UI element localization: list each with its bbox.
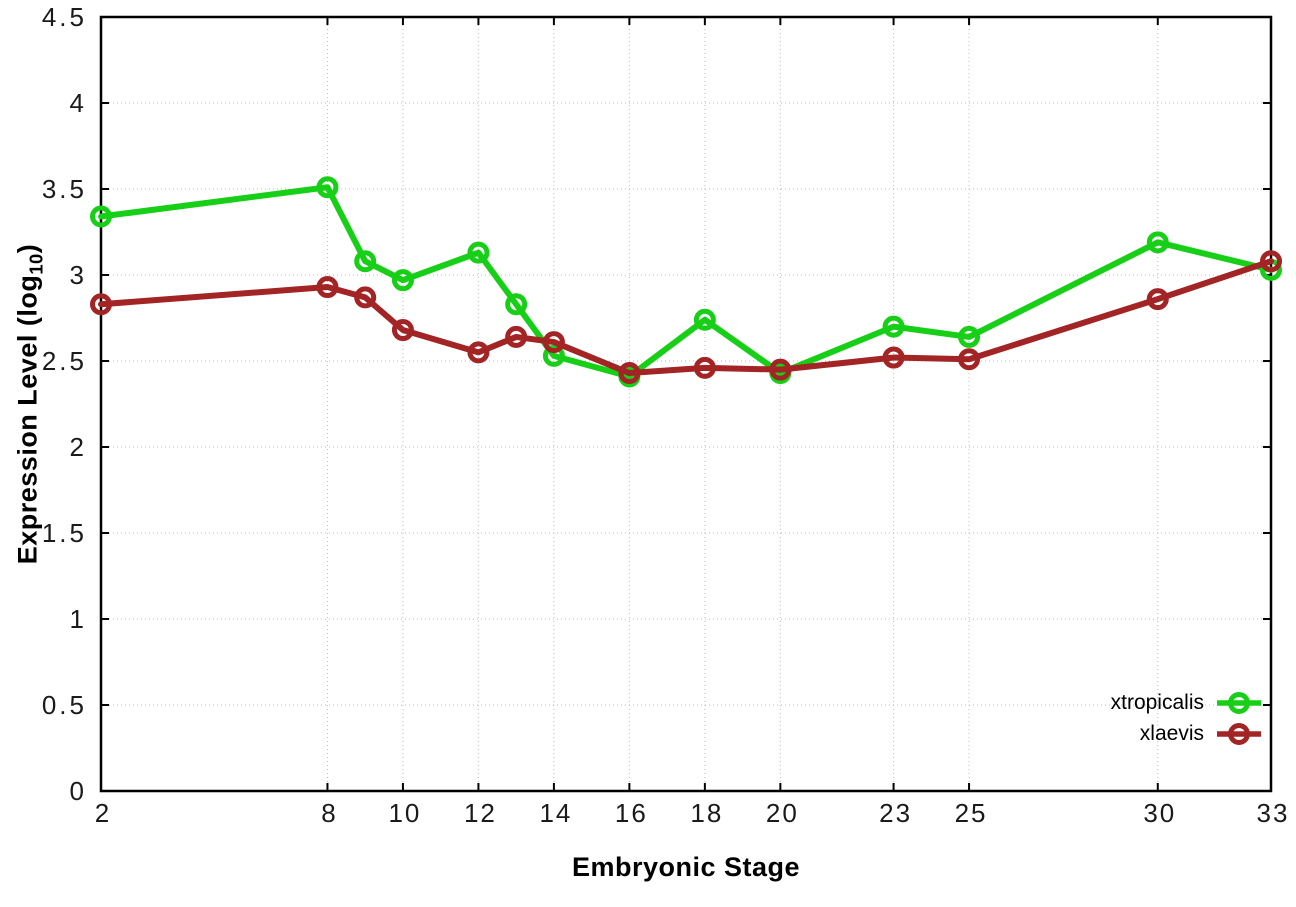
data-point-xtropicalis [1146, 231, 1169, 254]
data-point-xtropicalis [391, 269, 414, 292]
data-point-xtropicalis [90, 205, 112, 228]
data-point-xlaevis [958, 348, 981, 371]
y-axis-title-close: ) [12, 243, 43, 254]
x-tick-label: 18 [690, 798, 723, 828]
data-point-xtropicalis [882, 315, 905, 338]
x-tick-label: 14 [539, 798, 572, 828]
x-tick-label: 12 [464, 798, 497, 828]
data-point-xlaevis [505, 325, 528, 348]
y-tick-label: 0 [70, 776, 87, 806]
y-tick-label: 2.5 [42, 346, 87, 376]
data-point-xtropicalis [467, 241, 490, 264]
data-point-xtropicalis [316, 176, 339, 199]
x-tick-label: 33 [1257, 798, 1290, 828]
y-tick-label: 2 [70, 432, 87, 462]
y-tick-label: 0.5 [42, 690, 87, 720]
data-point-xlaevis [542, 331, 565, 354]
x-tick-label: 16 [615, 798, 648, 828]
x-axis-title: Embryonic Stage [571, 852, 801, 882]
y-tick-label: 4.5 [42, 2, 87, 32]
x-tick-label: 30 [1143, 798, 1176, 828]
data-point-xlaevis [1146, 288, 1169, 311]
x-tick-label: 23 [879, 798, 912, 828]
legend-item-xlaevis: xlaevis [1111, 719, 1262, 748]
line-circle-marker-icon [1217, 691, 1261, 714]
data-point-xtropicalis [542, 344, 565, 367]
y-tick-label: 3.5 [42, 174, 87, 204]
data-point-xtropicalis [693, 308, 716, 331]
data-point-xlaevis [1260, 250, 1282, 273]
data-point-xtropicalis [958, 325, 981, 348]
legend-label-xtropicalis: xtropicalis [1110, 690, 1204, 714]
series-line-xtropicalis [98, 184, 1274, 380]
x-tick-label: 20 [766, 798, 799, 828]
line-circle-marker-icon [1217, 722, 1261, 745]
data-point-xlaevis [90, 293, 112, 316]
x-tick-label: 8 [321, 798, 337, 828]
x-tick-label: 10 [388, 798, 421, 828]
data-point-xlaevis [467, 341, 490, 364]
y-tick-label: 3 [70, 260, 87, 290]
y-tick-label: 1 [70, 604, 87, 634]
data-point-xlaevis [618, 362, 641, 385]
data-point-xtropicalis [505, 293, 528, 316]
data-point-xtropicalis [354, 250, 377, 273]
y-axis-title-text: Expression Level (log [12, 274, 43, 565]
data-point-xlaevis [882, 346, 905, 369]
data-point-xlaevis [391, 319, 414, 342]
data-point-xlaevis [354, 286, 377, 309]
data-point-xlaevis [316, 276, 339, 299]
series-line-xlaevis [98, 258, 1274, 377]
x-tick-label: 25 [955, 798, 988, 828]
legend-label-xlaevis: xlaevis [1139, 721, 1204, 745]
plot-frame [99, 15, 1273, 793]
y-axis-title: Expression Level (log10) [12, 244, 47, 565]
data-point-xlaevis [769, 358, 792, 381]
y-axis-title-subscript: 10 [25, 253, 47, 275]
legend: xtropicalis xlaevis [1111, 688, 1262, 748]
data-point-xlaevis [693, 356, 716, 379]
legend-item-xtropicalis: xtropicalis [1111, 688, 1262, 717]
x-tick-label: 2 [95, 798, 111, 828]
y-tick-label: 1.5 [42, 518, 87, 548]
y-tick-label: 4 [70, 88, 87, 118]
